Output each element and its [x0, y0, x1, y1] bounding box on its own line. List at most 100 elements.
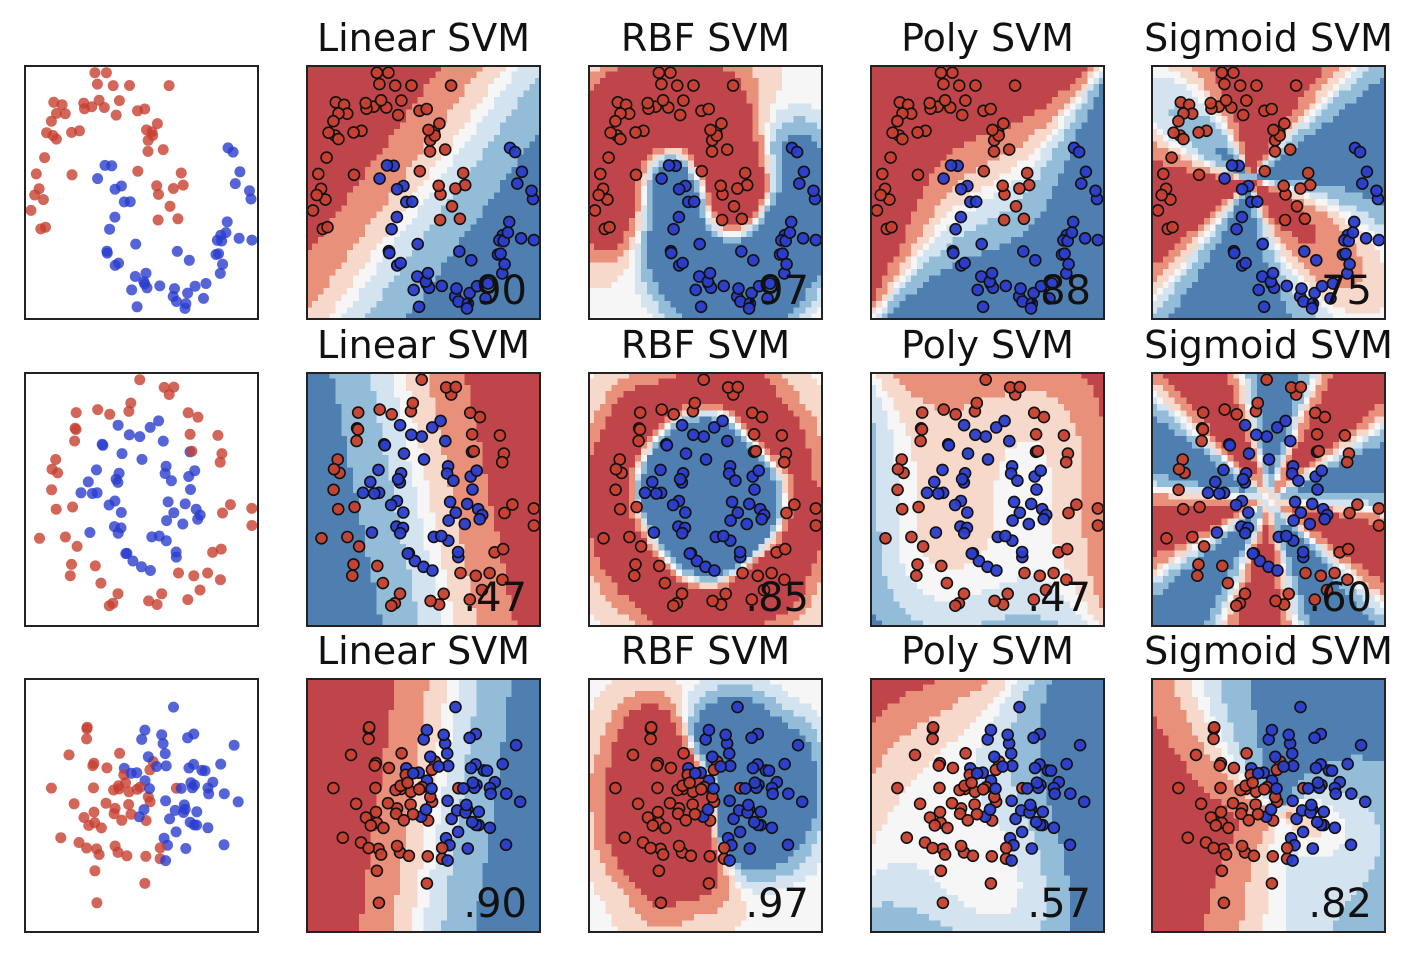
red-point-10	[749, 444, 763, 458]
red-point-58	[631, 797, 645, 811]
red-point-90	[1222, 821, 1235, 835]
red-point-70	[402, 849, 416, 863]
red-point-70	[684, 849, 698, 863]
red-point-96	[1246, 776, 1259, 790]
red-point-70	[629, 126, 642, 139]
red-point-38	[1265, 102, 1278, 116]
blue-point-27	[687, 428, 700, 442]
red-point-38	[420, 102, 433, 116]
blue-point-71	[990, 564, 1003, 577]
blue-point-41	[435, 279, 449, 293]
blue-point-85	[796, 232, 810, 245]
red-point-48	[609, 483, 622, 497]
red-point-66	[653, 559, 666, 573]
red-point-72	[1230, 599, 1243, 612]
blue-point-27	[113, 257, 125, 269]
red-point-60	[359, 96, 373, 110]
red-point-34	[702, 877, 716, 890]
blue-point-9	[984, 723, 998, 737]
blue-point-93	[460, 497, 474, 511]
panel-rbf-svm-row-0	[588, 65, 823, 320]
red-point-12	[192, 411, 204, 423]
red-point-72	[385, 599, 398, 612]
red-point-16	[1308, 406, 1322, 420]
red-point-80	[1177, 132, 1190, 146]
blue-point-57	[1014, 282, 1027, 295]
red-point-88	[1235, 839, 1249, 853]
blue-point-61	[957, 526, 971, 540]
red-point-78	[891, 114, 904, 128]
red-point-58	[352, 540, 366, 553]
blue-point-23	[228, 739, 240, 751]
blue-point-89	[1294, 506, 1308, 519]
red-point-92	[397, 814, 411, 827]
blue-point-17	[961, 447, 975, 460]
score-label-linear-svm: .47	[431, 575, 527, 621]
blue-point-91	[724, 514, 737, 527]
red-point-96	[809, 519, 823, 532]
blue-point-95	[1079, 165, 1093, 179]
blue-point-61	[425, 782, 438, 795]
red-point-88	[30, 168, 42, 180]
red-point-92	[1151, 204, 1165, 217]
blue-point-57	[450, 282, 463, 295]
red-point-0	[727, 200, 741, 213]
red-point-14	[184, 428, 196, 440]
blue-point-43	[91, 464, 102, 476]
blue-point-65	[690, 554, 704, 568]
red-point-62	[125, 808, 137, 820]
red-point-32	[949, 407, 962, 421]
red-point-52	[348, 500, 361, 514]
red-point-26	[123, 405, 135, 417]
red-point-16	[745, 406, 759, 420]
red-point-98	[603, 220, 616, 234]
blue-point-97	[470, 464, 483, 477]
panel-poly-svm-row-1	[870, 372, 1105, 627]
red-point-46	[1172, 462, 1186, 476]
blue-point-93	[807, 184, 820, 198]
red-point-56	[374, 93, 388, 107]
red-point-34	[420, 877, 434, 890]
red-point-38	[70, 424, 82, 435]
blue-point-67	[1246, 547, 1260, 560]
blue-point-23	[383, 246, 396, 260]
blue-point-27	[958, 256, 971, 270]
blue-point-63	[481, 277, 495, 290]
red-point-80	[745, 593, 759, 606]
blue-point-39	[421, 266, 435, 280]
red-point-16	[1027, 406, 1041, 420]
blue-point-49	[445, 812, 458, 826]
blue-point-29	[957, 418, 971, 432]
axes-frame	[1151, 65, 1386, 320]
red-point-0	[1009, 200, 1023, 213]
red-point-82	[370, 864, 384, 878]
red-point-42	[382, 66, 395, 79]
blue-point-69	[1036, 805, 1050, 819]
red-point-96	[592, 188, 605, 202]
red-point-46	[327, 462, 341, 476]
blue-point-49	[86, 488, 98, 499]
red-point-54	[937, 77, 950, 91]
blue-point-37	[1358, 795, 1372, 809]
red-point-30	[1289, 79, 1303, 92]
red-point-30	[933, 781, 946, 795]
blue-point-67	[683, 547, 697, 560]
score-label-rbf-svm: .97	[713, 268, 809, 314]
red-point-16	[463, 406, 477, 420]
blue-point-5	[380, 159, 394, 172]
red-point-56	[63, 749, 75, 761]
red-point-56	[597, 532, 610, 545]
red-point-20	[987, 145, 1001, 158]
red-point-34	[351, 406, 365, 419]
blue-point-11	[447, 474, 460, 487]
red-point-88	[594, 167, 607, 181]
blue-point-89	[168, 507, 180, 519]
red-point-86	[757, 583, 771, 597]
blue-point-21	[975, 237, 988, 251]
blue-point-69	[1317, 805, 1331, 819]
blue-point-71	[138, 804, 150, 816]
blue-point-19	[781, 838, 795, 852]
red-point-14	[151, 180, 163, 192]
blue-point-81	[216, 235, 228, 247]
red-point-78	[609, 114, 622, 128]
